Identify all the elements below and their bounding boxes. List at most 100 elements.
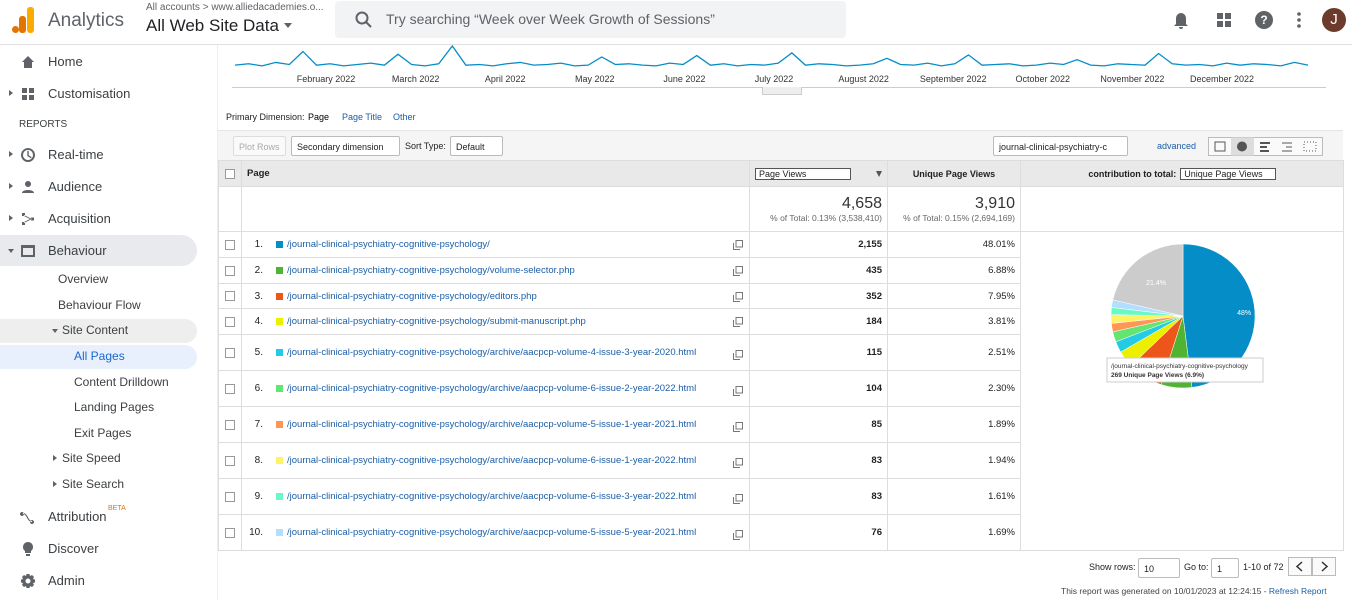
totals-cell <box>1020 186 1344 232</box>
nav-item[interactable]: All Pages <box>74 349 125 363</box>
icon-shape <box>22 181 34 193</box>
expand-arrow <box>53 455 57 461</box>
show-rows-select[interactable]: 10 <box>1138 558 1180 578</box>
pager-buttons[interactable] <box>1288 557 1336 577</box>
checkbox[interactable] <box>225 168 235 179</box>
page-link[interactable]: /journal-clinical-psychiatry-cognitive-p… <box>287 419 697 430</box>
nav-item[interactable]: Attribution BETA <box>48 505 126 524</box>
timeline-line <box>234 45 1309 67</box>
metric-select[interactable]: Page Views <box>755 167 851 180</box>
icon-shape <box>22 56 34 68</box>
open-link-icon[interactable] <box>733 530 743 540</box>
checkbox[interactable] <box>225 265 235 276</box>
view-switcher[interactable] <box>1208 137 1323 156</box>
checkbox[interactable] <box>225 347 235 358</box>
page-link[interactable]: /journal-clinical-psychiatry-cognitive-p… <box>287 239 490 250</box>
month-label: August 2022 <box>838 74 889 84</box>
nav-item[interactable]: Overview <box>58 272 109 286</box>
row-rank: 7. <box>254 419 263 430</box>
secondary-dimension-button[interactable]: Secondary dimension <box>291 136 400 156</box>
open-link-icon[interactable] <box>733 494 743 504</box>
row-color <box>276 241 283 248</box>
checkbox[interactable] <box>225 455 235 466</box>
page-link[interactable]: /journal-clinical-psychiatry-cognitive-p… <box>287 347 697 358</box>
contribution-select[interactable]: Unique Page Views <box>1180 167 1276 180</box>
property-name[interactable]: All Web Site Data <box>146 16 279 35</box>
search-box[interactable]: Try searching “Week over Week Growth of … <box>335 1 846 38</box>
page-link[interactable]: /journal-clinical-psychiatry-cognitive-p… <box>287 383 697 394</box>
section-label: REPORTS <box>19 119 68 130</box>
go-to-input[interactable]: 1 <box>1211 558 1239 578</box>
open-link-icon[interactable] <box>733 350 743 360</box>
checkbox[interactable] <box>225 491 235 502</box>
nav-item[interactable]: Content Drilldown <box>74 375 169 389</box>
timeline-chart: February 2022 March 2022 April 2022 May 202… <box>234 45 1309 84</box>
nav-item[interactable]: Home <box>48 54 83 69</box>
nav-item[interactable]: Discover <box>48 541 99 556</box>
page-link[interactable]: /journal-clinical-psychiatry-cognitive-p… <box>287 527 697 538</box>
page-link[interactable]: /journal-clinical-psychiatry-cognitive-p… <box>287 265 575 276</box>
page-views-cell: 85 <box>749 406 888 443</box>
unique-share-cell: 1.94% <box>887 442 1021 479</box>
month-label: September 2022 <box>920 74 987 84</box>
nav-item[interactable]: Behaviour Flow <box>58 298 141 312</box>
page-cell: 10. /journal-clinical-psychiatry-cognitiv… <box>241 514 750 551</box>
resize-handle[interactable] <box>762 87 802 95</box>
nav-item[interactable]: Landing Pages <box>74 400 155 414</box>
page-link[interactable]: /journal-clinical-psychiatry-cognitive-p… <box>287 290 537 302</box>
checkbox[interactable] <box>225 527 235 538</box>
column-header: Unique Page Views <box>887 160 1021 187</box>
nav-item[interactable]: Site Content <box>62 323 129 337</box>
nav-icon <box>20 512 35 524</box>
header-row: Page Page Views Unique Page Views contribut… <box>218 160 1344 187</box>
dimension-selected[interactable]: Page <box>308 112 330 122</box>
total-value: 4,658 <box>841 195 882 212</box>
avatar[interactable]: J <box>1330 11 1338 28</box>
dimension-option[interactable]: Page Title <box>342 112 383 122</box>
open-link-icon[interactable] <box>733 292 743 302</box>
nav-icon <box>22 181 34 193</box>
open-link-icon[interactable] <box>733 317 743 327</box>
checkbox[interactable] <box>225 419 235 430</box>
nav-item[interactable]: Audience <box>48 179 103 194</box>
open-link-icon[interactable] <box>733 386 743 396</box>
open-link-icon[interactable] <box>733 266 743 276</box>
expand-arrow <box>9 151 13 157</box>
plot-rows-button[interactable]: Plot Rows <box>233 136 286 156</box>
nav-item[interactable]: Customisation <box>48 86 131 101</box>
open-link-icon[interactable] <box>733 240 743 250</box>
advanced-link[interactable]: advanced <box>1157 141 1197 151</box>
page-link[interactable]: /journal-clinical-psychiatry-cognitive-p… <box>287 491 697 502</box>
page-views-cell: 2,155 <box>749 231 888 258</box>
month-label: February 2022 <box>297 74 356 84</box>
expand-arrow <box>9 90 13 96</box>
checkbox[interactable] <box>225 239 235 250</box>
month-label: April 2022 <box>485 74 526 84</box>
sort-type-select[interactable]: Default <box>450 136 503 156</box>
sort-type-label: Sort Type: <box>405 141 446 151</box>
checkbox[interactable] <box>225 316 235 327</box>
nav-item[interactable]: Real-time <box>48 147 104 162</box>
nav-item[interactable]: Exit Pages <box>74 426 132 440</box>
page-link[interactable]: /journal-clinical-psychiatry-cognitive-p… <box>287 455 697 466</box>
nav-item[interactable]: Acquisition <box>48 211 111 226</box>
open-link-icon[interactable] <box>733 422 743 432</box>
checkbox[interactable] <box>225 383 235 394</box>
total-percent: % of Total: 0.15% (2,694,169) <box>903 213 1015 223</box>
nav-item[interactable]: Site Search <box>62 477 125 491</box>
checkbox-cell <box>218 257 242 284</box>
page-cell: 1. /journal-clinical-psychiatry-cognitive… <box>241 231 750 258</box>
nav-item[interactable]: Behaviour <box>48 243 107 258</box>
nav-item[interactable]: Admin <box>48 573 85 588</box>
breadcrumb[interactable]: All accounts > www.alliedacademies.o... <box>146 2 324 13</box>
page-link[interactable]: /journal-clinical-psychiatry-cognitive-p… <box>287 316 586 327</box>
tooltip-box <box>1106 357 1264 383</box>
nav-item[interactable]: Site Speed <box>62 451 121 465</box>
dimension-option[interactable]: Other <box>393 112 416 122</box>
refresh-link[interactable]: Refresh Report <box>1268 586 1327 596</box>
open-link-icon[interactable] <box>733 458 743 468</box>
tooltip-title: /journal-clinical-psychiatry-cognitive-p… <box>1111 363 1249 370</box>
table-filter[interactable]: journal-clinical-psychiatry-c <box>993 136 1128 156</box>
checkbox[interactable] <box>225 291 235 301</box>
checkbox-cell <box>218 370 242 407</box>
